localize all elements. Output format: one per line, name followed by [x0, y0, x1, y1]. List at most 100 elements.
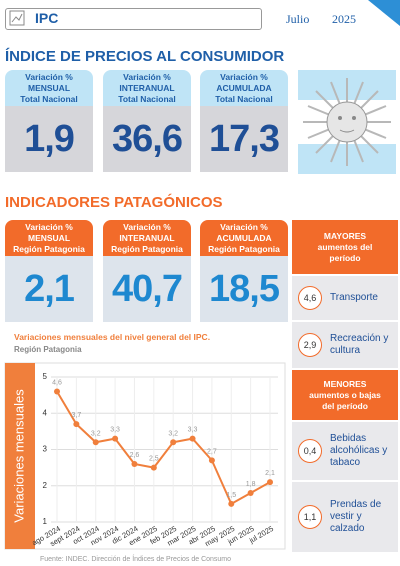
data-label: 2,7	[207, 448, 217, 455]
section-title: INDICADORES PATAGÓNICOS	[5, 194, 223, 211]
highlight-value: 4,6	[298, 286, 322, 310]
data-point	[208, 457, 215, 464]
stat-card: Variación % INTERANUAL Región Patagonia 40,…	[103, 220, 191, 322]
highlight-value: 0,4	[298, 439, 322, 463]
highlight-label-line: Prendas de	[330, 499, 382, 510]
card-value: 36,6	[103, 106, 191, 172]
chart-title: Variaciones mensuales del nivel general …	[14, 332, 210, 342]
data-point	[189, 435, 196, 442]
data-label: 4,6	[52, 380, 62, 387]
data-label: 3,3	[188, 427, 198, 434]
highlight-header: MAYORES aumentos del período	[292, 220, 398, 274]
y-axis-label: Variaciones mensuales	[11, 389, 26, 523]
icon	[9, 10, 25, 26]
highlight-header-line: del período	[322, 400, 368, 411]
highlight-label-line: alcohólicas y	[330, 445, 388, 456]
card-header-line: ACUMULADA	[216, 83, 272, 93]
highlight-item: 2,9 Recreación y cultura	[292, 322, 398, 368]
header-month: Julio	[286, 12, 310, 26]
data-label: 3,7	[71, 412, 81, 419]
data-label: 2,1	[265, 470, 275, 477]
card-header-line: INTERANUAL	[119, 83, 175, 93]
data-label: 2,5	[149, 456, 159, 463]
card-value: 1,9	[5, 106, 93, 172]
card-value: 2,1	[5, 256, 93, 322]
card-header: Variación % MENSUAL Región Patagonia	[5, 220, 93, 256]
data-point	[54, 388, 60, 395]
card-header-line: Región Patagonia	[13, 244, 85, 254]
card-header-line: Variación %	[25, 222, 73, 232]
header-title: IPC	[35, 10, 59, 26]
corner	[368, 0, 400, 26]
card-value: 40,7	[103, 256, 191, 322]
card-header: Variación % MENSUAL Total Nacional	[5, 70, 93, 106]
card-header: Variación % ACUMULADA Región Patagonia	[200, 220, 288, 256]
data-label: 1,8	[246, 481, 256, 488]
highlight-header-line: MAYORES	[323, 230, 367, 241]
header-box	[5, 8, 262, 30]
highlight-item: 0,4 Bebidas alcohólicas y tabaco	[292, 422, 398, 480]
y-tick-label: 1	[43, 517, 48, 526]
card-header-line: INTERANUAL	[119, 233, 175, 243]
sun-emblem	[298, 70, 396, 174]
header-year: 2025	[332, 12, 356, 26]
card-header-line: Variación %	[123, 222, 171, 232]
highlight-header-line: MENORES	[323, 378, 367, 389]
y-label-band	[5, 363, 35, 549]
card-header-line: Total Nacional	[20, 94, 78, 104]
data-point	[247, 490, 254, 496]
card-header-line: ACUMULADA	[216, 233, 272, 243]
card-header-line: Total Nacional	[215, 94, 273, 104]
highlight-value: 1,1	[298, 505, 322, 529]
highlight-header-line: período	[329, 252, 361, 263]
stat-card: Variación % ACUMULADA Región Patagonia 18,5	[200, 220, 288, 322]
data-point	[267, 479, 273, 486]
highlight-label-line: calzado	[330, 523, 365, 534]
highlight-label-line: Transporte	[330, 292, 378, 303]
card-value: 18,5	[200, 256, 288, 322]
source: Fuente: INDEC. Dirección de Índices de P…	[40, 556, 232, 563]
highlight-label: Transporte	[330, 292, 378, 304]
highlight-label-line: Bebidas	[330, 433, 367, 444]
section-title: ÍNDICE DE PRECIOS AL CONSUMIDOR	[5, 48, 285, 65]
card-header-line: Variación %	[220, 222, 268, 232]
stat-card: Variación % MENSUAL Total Nacional 1,9	[5, 70, 93, 172]
data-line	[56, 390, 271, 506]
highlight-label-line: Recreación y	[330, 333, 389, 344]
stat-card: Variación % MENSUAL Región Patagonia 2,1	[5, 220, 93, 322]
card-header-line: MENSUAL	[27, 233, 71, 243]
highlight-header: MENORES aumentos o bajas del período	[292, 370, 398, 420]
data-point	[170, 439, 177, 446]
y-tick-label: 2	[43, 481, 48, 490]
stat-card: Variación % INTERANUAL Total Nacional 36,6	[103, 70, 191, 172]
card-header: Variación % INTERANUAL Total Nacional	[103, 70, 191, 106]
data-label: 2,6	[130, 452, 140, 459]
chart-frame	[4, 362, 286, 550]
y-tick-label: 3	[43, 445, 48, 454]
y-tick-label: 5	[43, 372, 48, 381]
highlight-label-line: cultura	[330, 345, 361, 356]
data-label: 1,5	[226, 492, 236, 499]
highlight-header-line: aumentos o bajas	[309, 389, 381, 400]
highlight-item: 4,6 Transporte	[292, 276, 398, 320]
card-header-line: Variación %	[220, 72, 268, 82]
chart: Variaciones mensuales del nivel general …	[4, 332, 286, 550]
data-label: 3,3	[110, 427, 120, 434]
data-point	[73, 421, 80, 428]
card-header-line: Región Patagonia	[208, 244, 280, 254]
card-header-line: Región Patagonia	[111, 244, 183, 254]
highlight-label: Recreación y cultura	[330, 333, 388, 357]
data-point	[112, 435, 119, 442]
data-point	[228, 500, 235, 507]
stat-card: Variación % ACUMULADA Total Nacional 17,3	[200, 70, 288, 172]
highlight-label: Bebidas alcohólicas y tabaco	[330, 433, 387, 469]
highlight-label: Prendas de vestir y calzado	[330, 499, 381, 535]
highlight-label-line: tabaco	[330, 457, 361, 468]
card-header-line: Variación %	[25, 72, 73, 82]
data-label: 3,2	[168, 430, 178, 437]
data-point	[131, 461, 138, 467]
card-header-line: Variación %	[123, 72, 171, 82]
highlight-item: 1,1 Prendas de vestir y calzado	[292, 482, 398, 552]
card-header: Variación % INTERANUAL Región Patagonia	[103, 220, 191, 256]
